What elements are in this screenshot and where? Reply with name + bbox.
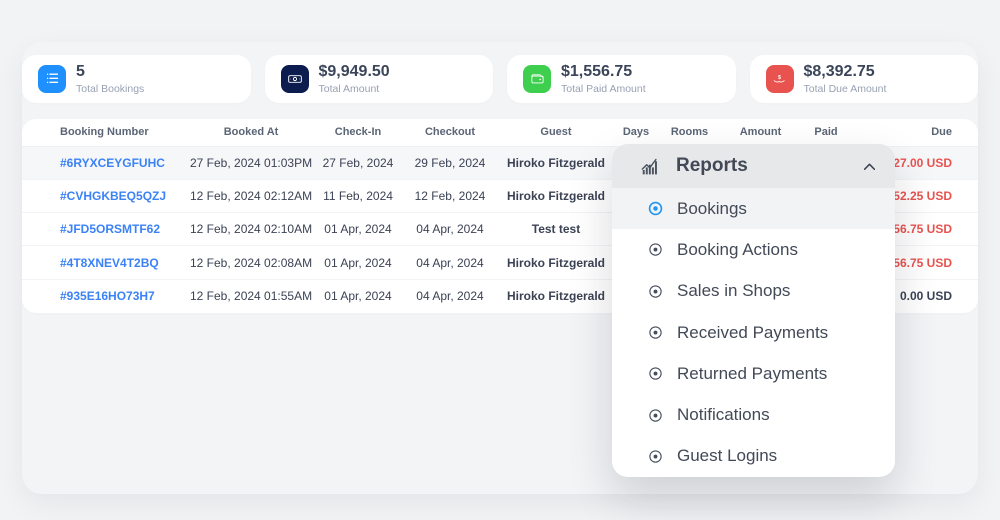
svg-text:$: $ [778, 75, 781, 81]
